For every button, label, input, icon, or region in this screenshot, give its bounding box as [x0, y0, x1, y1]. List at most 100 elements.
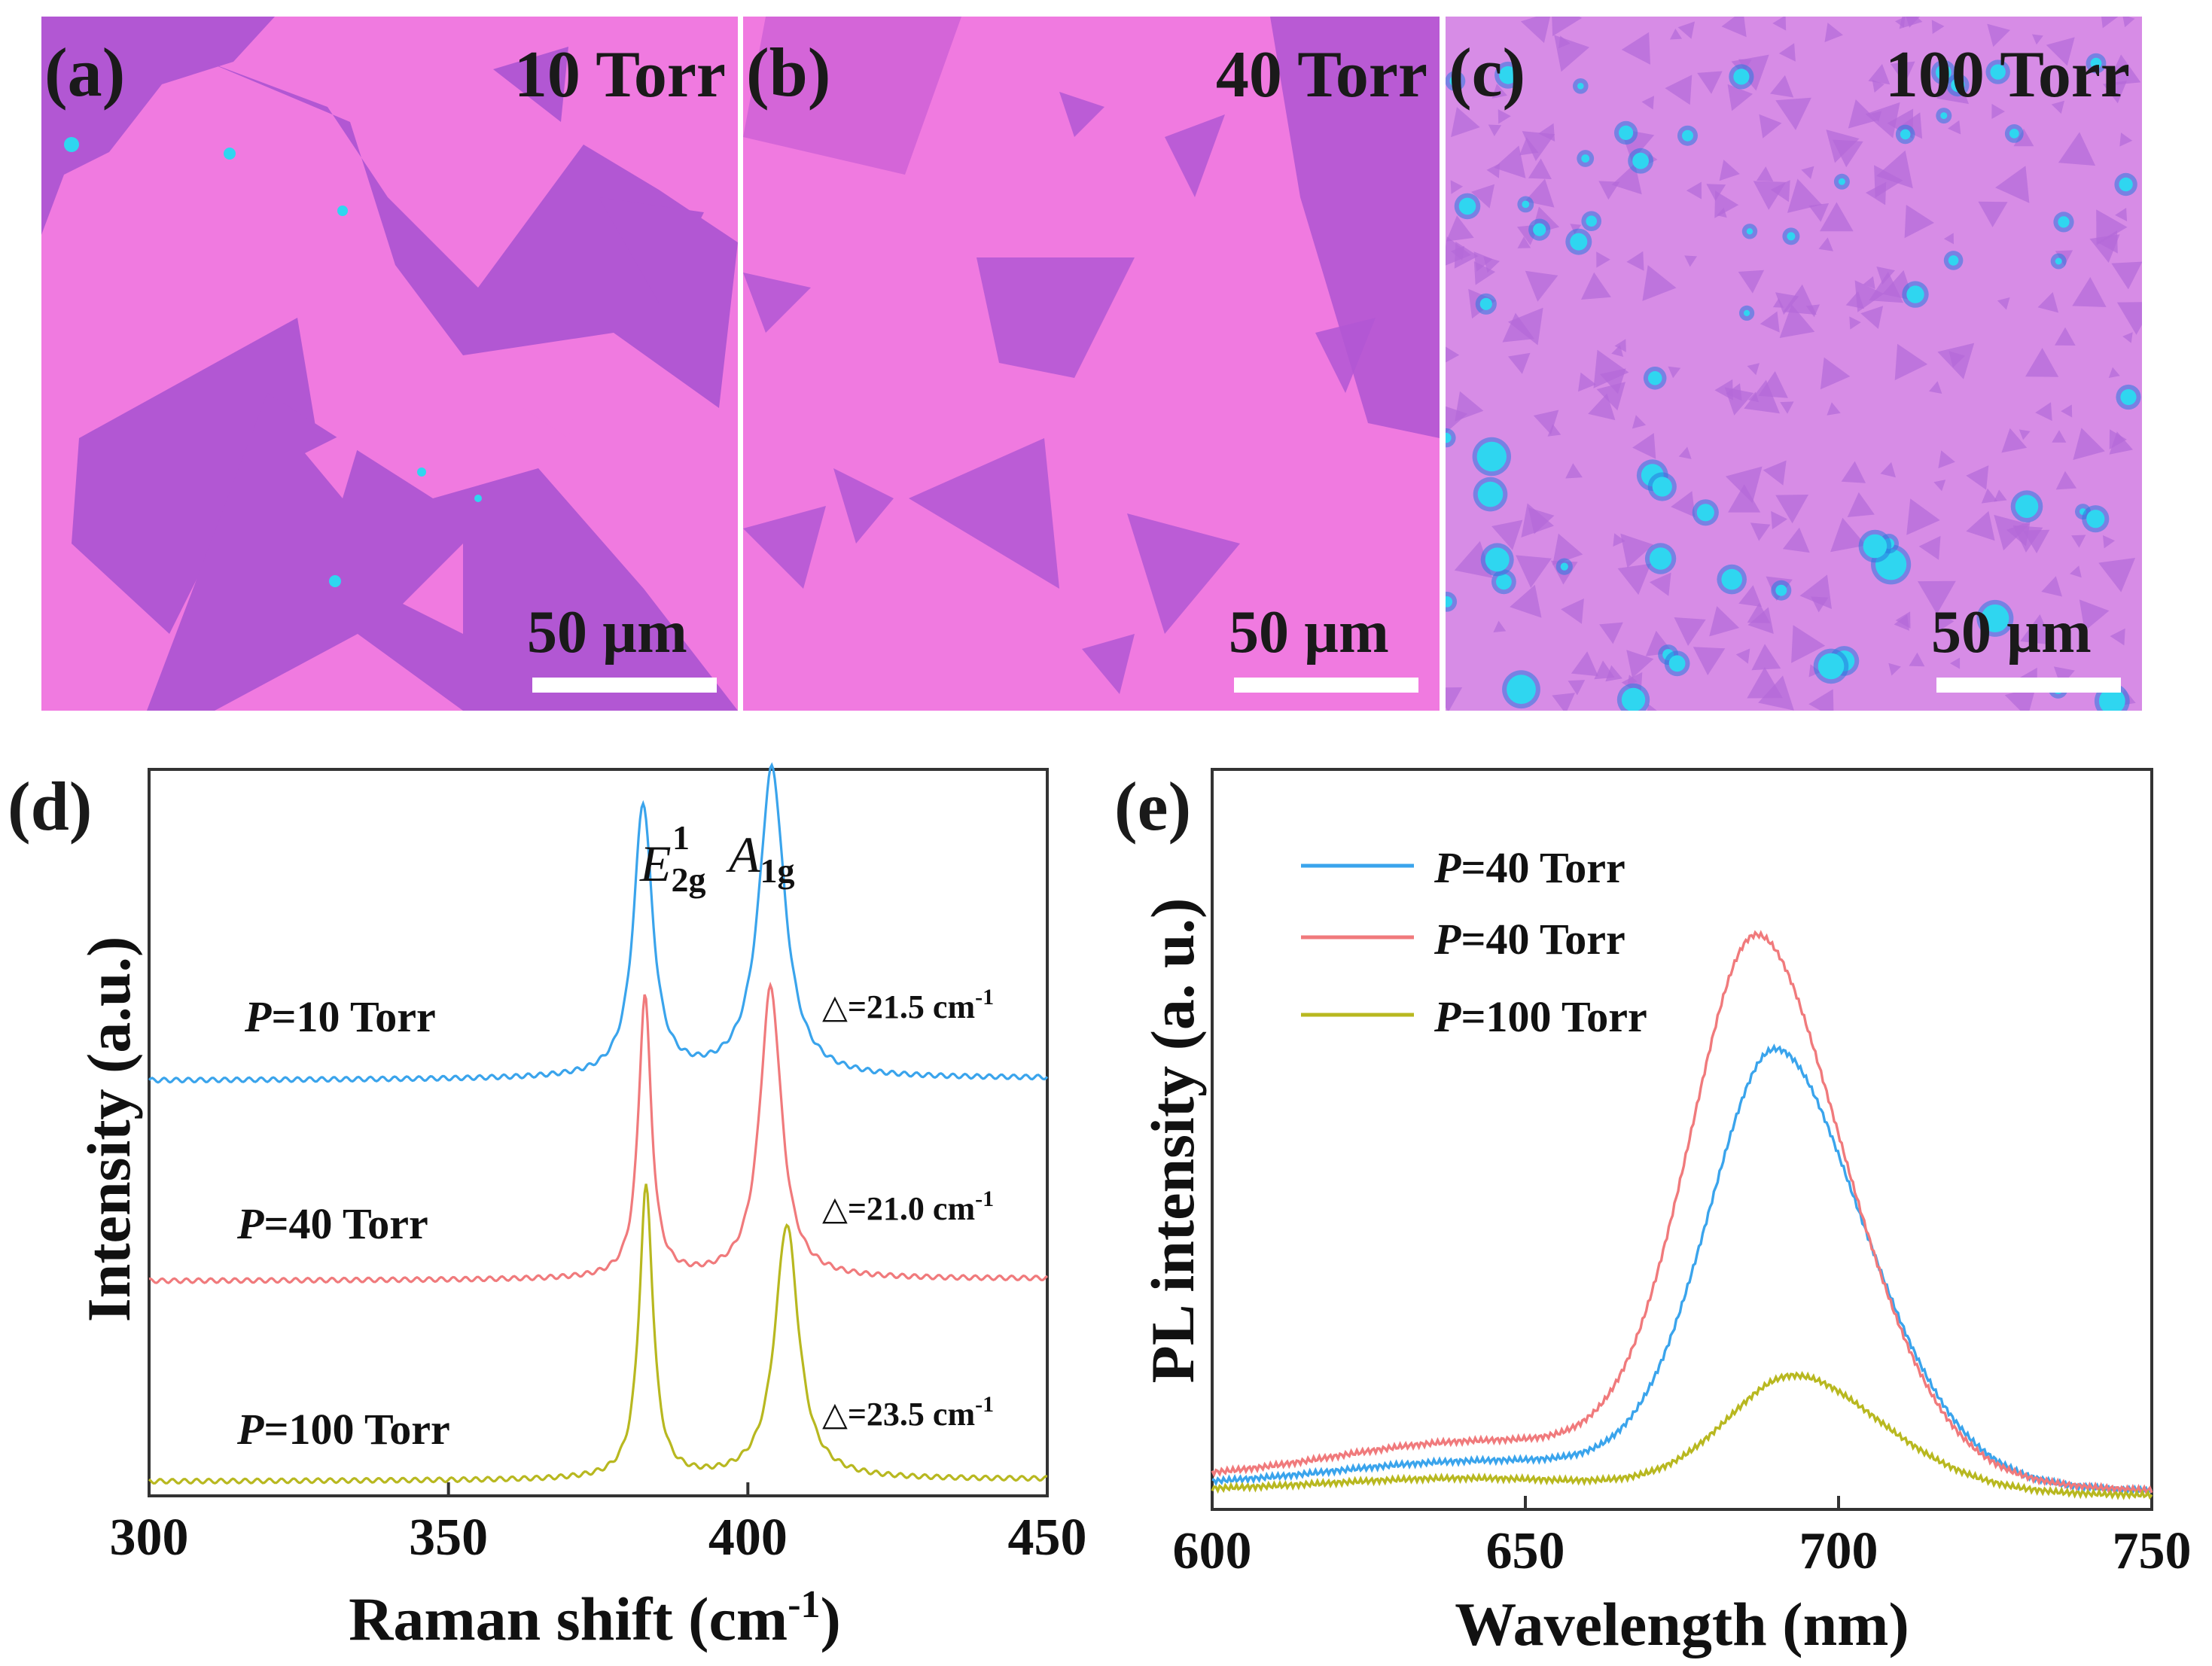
flake-triangle: [1948, 120, 1961, 135]
flake-triangle: [1747, 363, 1760, 376]
flake-triangle: [2101, 17, 2119, 29]
flake-triangle: [1744, 379, 1780, 414]
flake-triangle: [1868, 64, 1891, 85]
scale-bar-a: [532, 678, 717, 693]
flake-triangle: [1929, 381, 1942, 394]
flake-triangle: [2119, 132, 2133, 147]
flake-triangle: [1620, 533, 1654, 568]
defect-dot: [2120, 388, 2137, 406]
flake-triangle: [1950, 657, 1961, 669]
flake-triangle: [1997, 297, 2010, 310]
flake-triangle: [1613, 533, 1625, 547]
raman-ylabel: Intensity (a.u.): [75, 937, 143, 1323]
raman-shift-100-sup: -1: [975, 1392, 994, 1417]
micrograph-c-flakes: [1446, 17, 2142, 711]
defect-dot: [1990, 64, 2006, 80]
defect-dot: [1682, 129, 1693, 142]
raman-shift-40-sup: -1: [975, 1186, 994, 1211]
flake-triangle: [2073, 428, 2105, 460]
flake-triangle: [2020, 614, 2054, 645]
flake-triangle: [1801, 166, 1814, 179]
defect-dot: [1721, 568, 1742, 590]
defect-dot: [1522, 200, 1530, 209]
flake-triangle: [1552, 533, 1583, 565]
defect-dot: [1981, 604, 2009, 632]
raman-xlabel: Raman shift (cm-1): [349, 1583, 841, 1653]
flake-triangle: [2051, 100, 2064, 114]
flake-triangle: [1758, 675, 1794, 711]
flake-triangle: [1894, 614, 1909, 631]
defect-dot: [1621, 687, 1646, 711]
defect-dot: [1652, 477, 1672, 497]
flake-triangle: [1725, 466, 1763, 504]
flake-triangle: [1771, 510, 1787, 530]
flake-triangle: [1848, 99, 1878, 129]
flake-triangle: [1709, 606, 1740, 637]
panel-label-d: (d): [8, 768, 93, 845]
flake-triangle: [2037, 292, 2059, 313]
flake-triangle: [2004, 687, 2037, 711]
defect-dot: [1581, 154, 1590, 163]
peak-label-e2g-sup: 1: [672, 818, 690, 857]
flake-triangle: [1498, 109, 1511, 124]
flake-triangle: [1565, 463, 1583, 479]
raman-label-100-rest: =100 Torr: [264, 1405, 449, 1454]
flake-triangle: [1870, 111, 1882, 122]
flake-triangle: [1558, 35, 1571, 49]
flake-triangle: [1899, 17, 1923, 29]
defect-dot: [1787, 232, 1796, 241]
flake-triangle: [1830, 517, 1866, 553]
pl-ylabel: PL intensity (a. u.): [1138, 898, 1207, 1384]
x-tick-label: 700: [1799, 1522, 1878, 1580]
defect-dot: [1458, 197, 1476, 215]
defect-dot: [1499, 65, 1517, 84]
flake-triangle: [2055, 471, 2077, 490]
legend-entry-1-rest: =40 Torr: [1461, 843, 1625, 892]
flake-triangle: [1994, 514, 2030, 551]
defect-dot: [1668, 655, 1686, 672]
raman-series: [148, 762, 1049, 1485]
flake-triangle: [1759, 114, 1782, 139]
flake-triangle: [2032, 34, 2043, 45]
raman-xlabel-sup: -1: [788, 1583, 820, 1626]
flake-triangle: [1525, 270, 1558, 302]
flake-triangle: [1775, 495, 1809, 524]
defect-dot: [1485, 547, 1510, 572]
defect-dot: [2090, 57, 2102, 69]
flake-triangle: [2019, 429, 2031, 440]
flake-triangle: [1726, 383, 1742, 401]
raman-xlabel-main: Raman shift (cm: [349, 1585, 788, 1653]
flake-triangle: [2013, 128, 2034, 147]
micrograph-c-defects: [1446, 53, 2141, 711]
legend-entry-2: P=40 Torr: [1434, 915, 1625, 964]
flake-triangle: [1995, 166, 2030, 203]
defect-dot: [1838, 178, 1845, 185]
micrograph-c-image: [1446, 17, 2142, 711]
flake-triangle: [1594, 660, 1615, 680]
flake-triangle: [2115, 208, 2128, 221]
micrograph-a-image: [41, 17, 738, 711]
flake-triangle: [1581, 272, 1611, 300]
peak-label-e2g: E2g: [639, 835, 706, 899]
flake-triangle: [1446, 346, 1460, 363]
condition-label-a: 10 Torr: [513, 38, 726, 111]
flake-triangle: [2046, 37, 2075, 66]
flake-triangle: [1552, 693, 1575, 711]
flake-triangle: [1450, 180, 1464, 194]
raman-label-100-p: P: [236, 1405, 264, 1454]
flake-triangle: [1678, 446, 1692, 459]
scale-label-c: 50 µm: [1931, 599, 2092, 665]
flake-triangle: [1770, 75, 1794, 98]
flake-triangle: [1697, 71, 1723, 94]
defect-dot: [1476, 441, 1507, 472]
scale-bar-b: [1234, 678, 1418, 693]
flake-triangle: [1863, 276, 1875, 289]
scale-label-a: 50 µm: [527, 599, 687, 665]
flake-triangle: [1571, 651, 1598, 677]
defect-dot: [1446, 432, 1452, 443]
raman-x-ticks: 300 350 400 450: [110, 1482, 1087, 1567]
flake-triangle: [1824, 23, 1843, 42]
micrograph-b: (b) 40 Torr 50 µm: [743, 17, 1440, 711]
flake-triangle: [1751, 644, 1781, 671]
defect-dot: [2086, 510, 2105, 528]
